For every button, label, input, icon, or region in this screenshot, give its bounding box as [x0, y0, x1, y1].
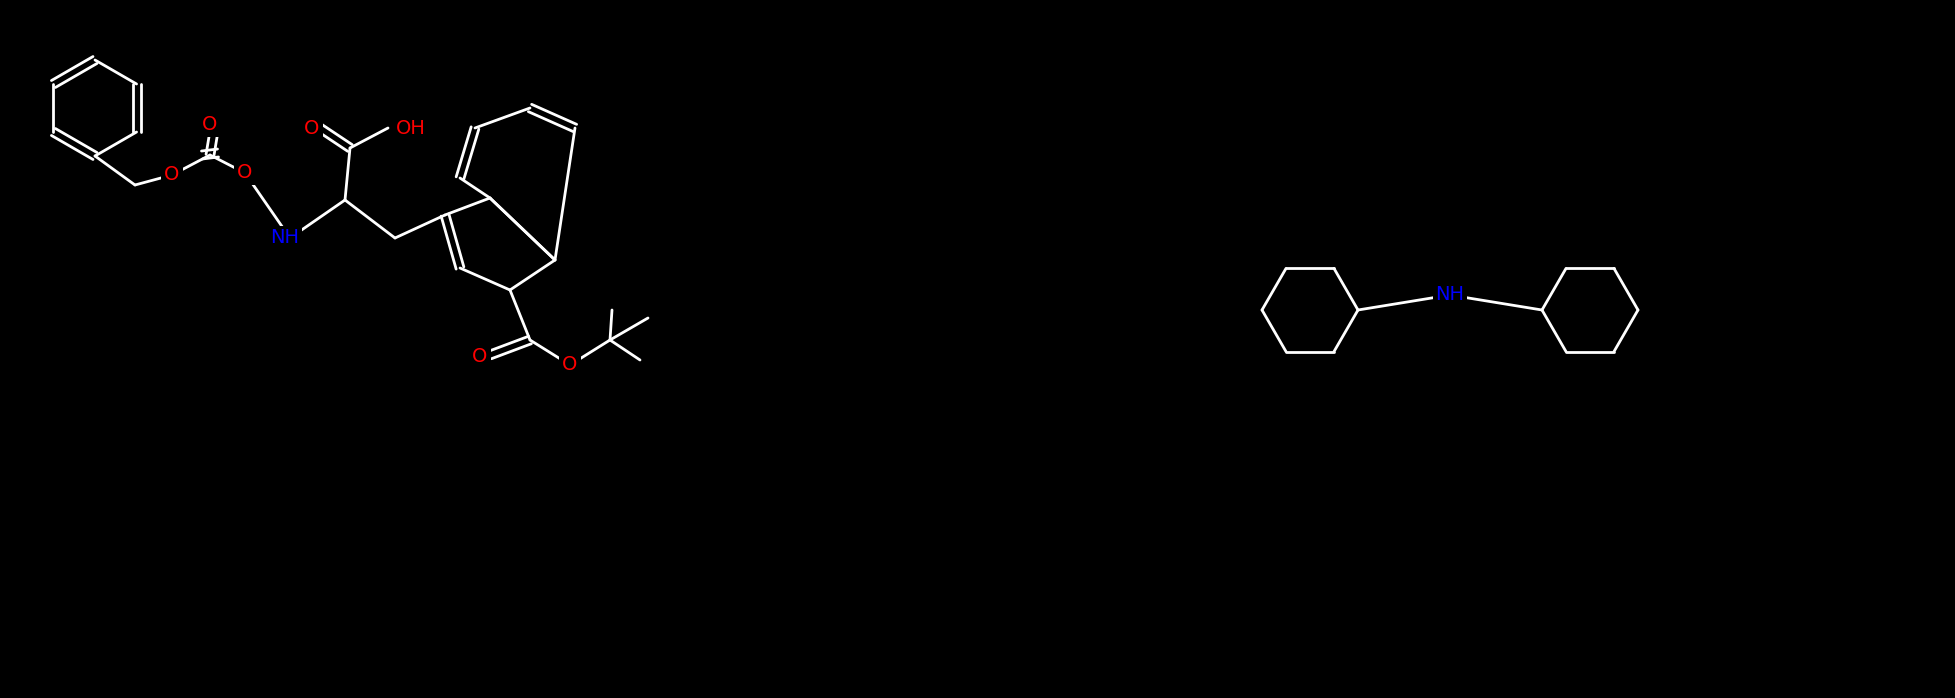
Text: NH: NH — [1435, 285, 1464, 304]
Text: NH: NH — [270, 228, 299, 248]
Text: O: O — [237, 163, 252, 182]
Text: O: O — [561, 355, 577, 375]
Text: OH: OH — [395, 119, 426, 138]
Text: O: O — [201, 115, 217, 135]
Text: O: O — [471, 348, 487, 366]
Text: O: O — [164, 165, 180, 184]
Text: O: O — [305, 119, 319, 138]
